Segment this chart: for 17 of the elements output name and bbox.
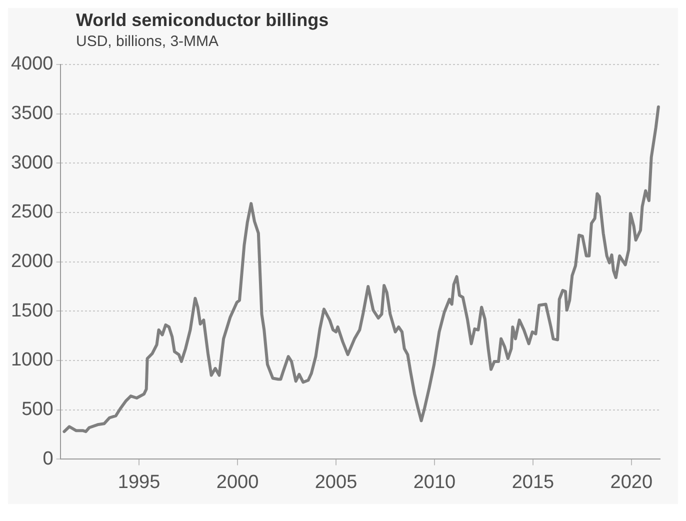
y-tick-label: 3500 — [10, 102, 54, 124]
x-tick-label: 2015 — [512, 472, 554, 493]
chart-title: World semiconductor billings — [76, 10, 330, 31]
y-tick-label: 1000 — [10, 350, 54, 371]
y-tick-label: 2500 — [10, 202, 54, 223]
x-tick-label: 2000 — [216, 472, 259, 493]
y-tick-label: 2000 — [10, 251, 54, 272]
y-tick-label: 500 — [22, 399, 54, 420]
x-tick-label: 2005 — [314, 472, 358, 493]
y-tick-label: 4000 — [10, 54, 54, 75]
x-tick-label: 1995 — [118, 472, 160, 493]
y-tick-label: 0 — [42, 448, 54, 470]
x-tick-label: 2010 — [413, 472, 456, 493]
y-tick-label: 1500 — [10, 300, 54, 322]
chart-subtitle: USD, billions, 3-MMA — [76, 33, 220, 50]
x-tick-label: 2020 — [610, 472, 653, 493]
y-tick-label: 3000 — [10, 152, 54, 174]
